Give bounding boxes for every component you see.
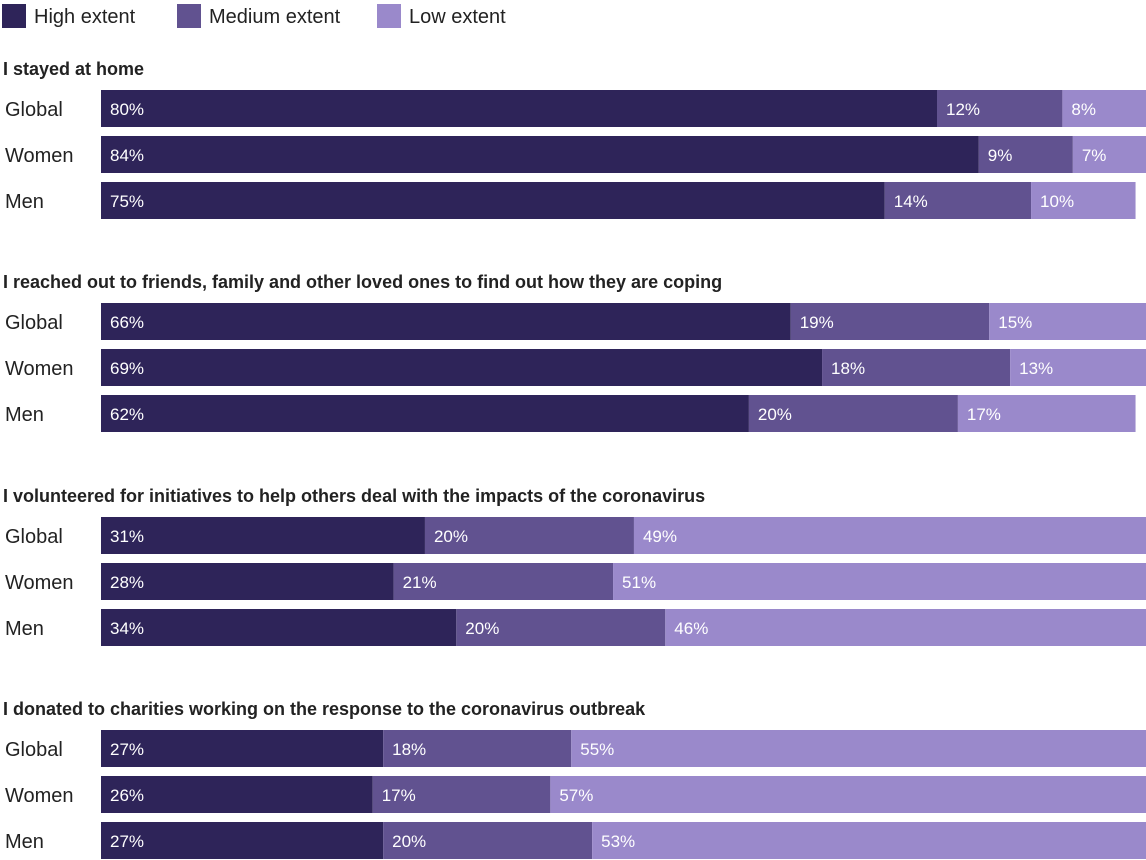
data-label-2-men-high: 62%	[110, 405, 144, 424]
group-title-3: I volunteered for initiatives to help ot…	[3, 486, 705, 506]
bar-2-men-low	[957, 395, 1136, 432]
bar-3-global-high	[101, 517, 425, 554]
data-label-4-women-high: 26%	[110, 786, 144, 805]
data-label-4-global-high: 27%	[110, 740, 144, 759]
data-label-2-global-low: 15%	[998, 313, 1032, 332]
bar-4-global-high	[101, 730, 384, 767]
legend-label-low: Low extent	[409, 6, 506, 28]
bar-3-global-medium	[424, 517, 634, 554]
bar-1-women-medium	[978, 136, 1073, 173]
data-label-3-men-low: 46%	[674, 619, 708, 638]
bar-1-global-low	[1062, 90, 1146, 127]
bar-4-global-low	[571, 730, 1146, 767]
legend-swatch-high	[2, 4, 26, 28]
row-label-women: Women	[5, 358, 74, 380]
bar-3-men-high	[101, 609, 457, 646]
data-label-3-men-high: 34%	[110, 619, 144, 638]
legend-swatch-low	[377, 4, 401, 28]
bar-1-men-low	[1031, 182, 1136, 219]
data-label-1-global-medium: 12%	[946, 100, 980, 119]
data-label-3-global-high: 31%	[110, 527, 144, 546]
data-label-2-men-low: 17%	[967, 405, 1001, 424]
legend-swatch-medium	[177, 4, 201, 28]
bar-2-men-high	[101, 395, 749, 432]
bar-1-global-medium	[937, 90, 1063, 127]
bar-3-global-low	[633, 517, 1146, 554]
data-label-1-women-medium: 9%	[988, 146, 1013, 165]
bar-3-men-low	[665, 609, 1146, 646]
data-label-3-global-medium: 20%	[434, 527, 468, 546]
bar-3-men-medium	[456, 609, 666, 646]
data-label-3-women-low: 51%	[622, 573, 656, 592]
data-label-2-women-low: 13%	[1019, 359, 1053, 378]
data-label-2-women-high: 69%	[110, 359, 144, 378]
bar-2-global-medium	[790, 303, 990, 340]
group-title-1: I stayed at home	[3, 59, 144, 79]
row-label-global: Global	[5, 526, 63, 548]
bar-1-global-high	[101, 90, 937, 127]
row-label-women: Women	[5, 145, 74, 167]
bar-2-men-medium	[748, 395, 958, 432]
bar-4-women-low	[550, 776, 1146, 813]
row-label-men: Men	[5, 618, 44, 640]
data-label-3-women-high: 28%	[110, 573, 144, 592]
bar-2-women-low	[1010, 349, 1146, 386]
legend-label-medium: Medium extent	[209, 6, 341, 28]
data-label-3-global-low: 49%	[643, 527, 677, 546]
data-label-1-women-high: 84%	[110, 146, 144, 165]
data-label-2-global-high: 66%	[110, 313, 144, 332]
data-label-4-women-medium: 17%	[382, 786, 416, 805]
row-label-men: Men	[5, 191, 44, 213]
bar-2-global-low	[989, 303, 1146, 340]
bar-3-women-low	[613, 563, 1146, 600]
group-title-2: I reached out to friends, family and oth…	[3, 272, 722, 292]
data-label-1-men-low: 10%	[1040, 192, 1074, 211]
row-label-global: Global	[5, 739, 63, 761]
data-label-1-women-low: 7%	[1082, 146, 1107, 165]
bar-4-men-medium	[383, 822, 593, 859]
data-label-4-global-low: 55%	[580, 740, 614, 759]
bar-2-women-high	[101, 349, 823, 386]
bar-1-women-low	[1072, 136, 1146, 173]
bar-1-women-high	[101, 136, 979, 173]
bar-4-women-medium	[372, 776, 551, 813]
row-label-women: Women	[5, 785, 74, 807]
data-label-1-global-low: 8%	[1071, 100, 1096, 119]
legend-label-high: High extent	[34, 6, 136, 28]
data-label-1-men-medium: 14%	[894, 192, 928, 211]
bar-4-men-high	[101, 822, 384, 859]
data-label-2-women-medium: 18%	[831, 359, 865, 378]
group-title-4: I donated to charities working on the re…	[3, 699, 646, 719]
bar-2-women-medium	[822, 349, 1011, 386]
bar-1-men-medium	[884, 182, 1032, 219]
data-label-4-global-medium: 18%	[392, 740, 426, 759]
bar-4-women-high	[101, 776, 373, 813]
data-label-1-men-high: 75%	[110, 192, 144, 211]
bar-3-women-high	[101, 563, 394, 600]
row-label-global: Global	[5, 99, 63, 121]
data-label-1-global-high: 80%	[110, 100, 144, 119]
bar-4-men-low	[592, 822, 1146, 859]
data-label-4-men-medium: 20%	[392, 832, 426, 851]
row-label-global: Global	[5, 312, 63, 334]
data-label-2-men-medium: 20%	[758, 405, 792, 424]
bar-4-global-medium	[383, 730, 572, 767]
row-label-women: Women	[5, 572, 74, 594]
row-label-men: Men	[5, 404, 44, 426]
bar-2-global-high	[101, 303, 791, 340]
data-label-4-men-high: 27%	[110, 832, 144, 851]
bar-1-men-high	[101, 182, 885, 219]
row-label-men: Men	[5, 831, 44, 853]
data-label-3-men-medium: 20%	[465, 619, 499, 638]
bar-3-women-medium	[393, 563, 614, 600]
data-label-4-women-low: 57%	[559, 786, 593, 805]
data-label-4-men-low: 53%	[601, 832, 635, 851]
data-label-3-women-medium: 21%	[403, 573, 437, 592]
data-label-2-global-medium: 19%	[800, 313, 834, 332]
